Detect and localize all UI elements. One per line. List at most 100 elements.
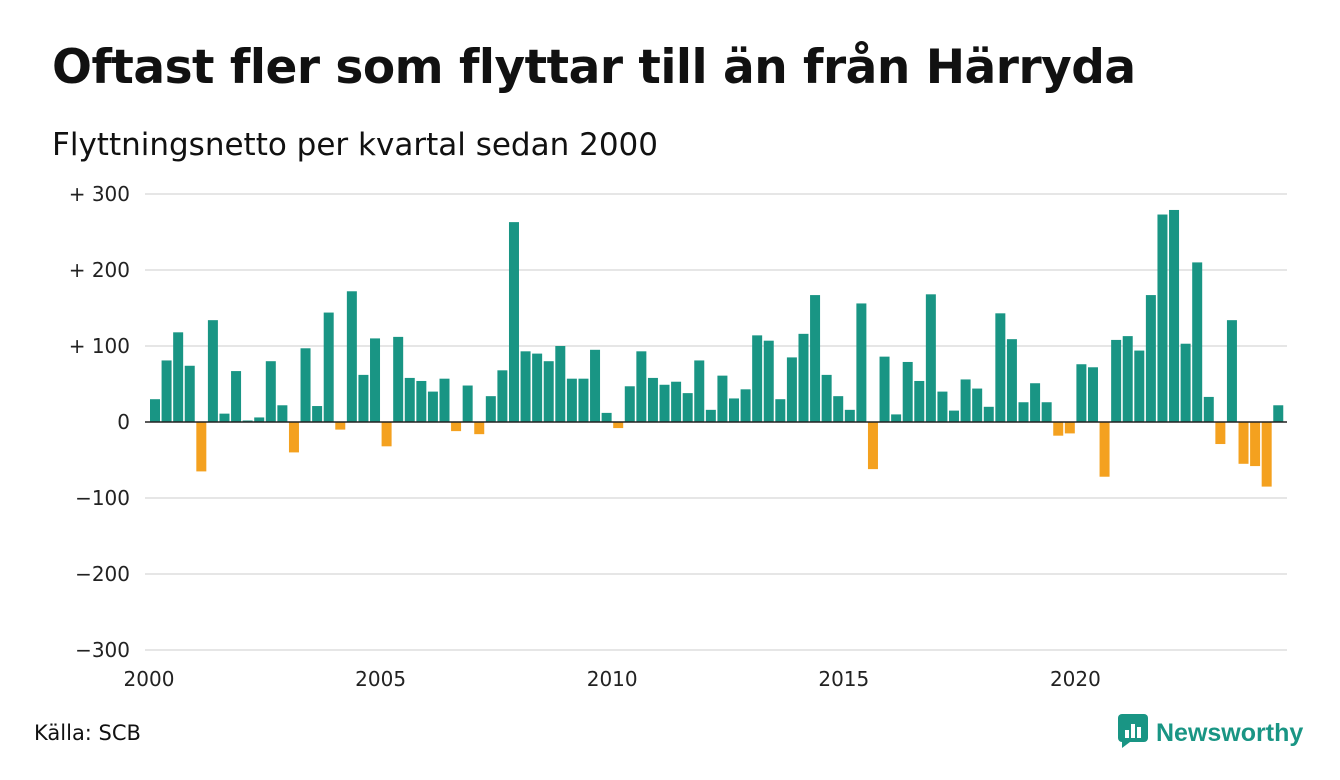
bar [867, 422, 878, 470]
bar [439, 378, 450, 422]
bar [960, 379, 971, 422]
bar [184, 365, 195, 422]
bar [532, 353, 543, 422]
bar [613, 422, 624, 429]
bar [1134, 350, 1145, 422]
bar [844, 409, 855, 422]
bar [1087, 367, 1098, 422]
bar [1203, 396, 1214, 422]
y-tick-label: −300 [75, 638, 130, 662]
bar [219, 413, 230, 422]
bar [497, 370, 508, 422]
y-tick-label: −200 [75, 562, 130, 586]
bar [995, 313, 1006, 422]
bar [682, 393, 693, 422]
bar [370, 338, 381, 422]
bar [833, 396, 844, 422]
bar [1122, 336, 1133, 422]
y-axis-labels: + 300 + 200 + 100 0 −100 −200 −300 [69, 182, 130, 662]
bar [671, 381, 682, 422]
bar [346, 291, 357, 422]
bar [1099, 422, 1110, 477]
x-tick-label: 2010 [587, 667, 638, 691]
bar [1041, 402, 1052, 422]
x-tick-label: 2020 [1050, 667, 1101, 691]
bar [265, 361, 276, 422]
bar [879, 356, 890, 422]
bar [1157, 214, 1168, 422]
bar [694, 360, 705, 422]
bar [520, 351, 531, 422]
x-tick-label: 2000 [124, 667, 175, 691]
bar [636, 351, 647, 422]
bar [173, 332, 184, 422]
bar [312, 406, 323, 422]
bar [1215, 422, 1226, 445]
bar [196, 422, 207, 472]
bar [752, 335, 763, 422]
y-tick-label: −100 [75, 486, 130, 510]
bar [393, 336, 404, 422]
bar [288, 422, 299, 453]
bar [590, 349, 601, 422]
bar [821, 374, 832, 422]
bar [1018, 402, 1029, 422]
bar [1006, 339, 1017, 422]
bar [404, 377, 415, 422]
bar [891, 414, 902, 422]
y-tick-label: + 200 [69, 258, 130, 282]
bar [555, 346, 566, 422]
bar [902, 361, 913, 422]
brand-label: Newsworthy [1156, 718, 1304, 747]
x-tick-label: 2005 [355, 667, 406, 691]
y-tick-label: + 300 [69, 182, 130, 206]
bar [566, 378, 577, 422]
bar [254, 417, 265, 422]
bar [601, 412, 612, 422]
newsworthy-chart-logo-icon [1118, 714, 1148, 752]
bar [659, 384, 670, 422]
bar [856, 303, 867, 422]
bar [1111, 339, 1122, 422]
bar-chart: + 300 + 200 + 100 0 −100 −200 −300 2000 2005 201… [69, 182, 1287, 691]
bar [161, 360, 172, 422]
bar [1261, 422, 1272, 487]
bar [1192, 262, 1203, 422]
bar [1250, 422, 1261, 467]
bar [543, 361, 554, 422]
chart-subtitle: Flyttningsnetto per kvartal sedan 2000 [52, 127, 658, 163]
bar [1145, 295, 1156, 422]
x-axis-labels: 2000 2005 2010 2015 2020 [124, 667, 1101, 691]
bar [1180, 343, 1191, 422]
y-tick-label: + 100 [69, 334, 130, 358]
bar [729, 398, 739, 422]
bar [381, 422, 392, 447]
bar [775, 399, 786, 422]
bar [1030, 383, 1041, 422]
bar [798, 333, 809, 422]
bar [358, 374, 369, 422]
bar [474, 422, 485, 435]
bar [717, 375, 728, 422]
bar [1076, 364, 1087, 422]
bar [1169, 209, 1180, 422]
bar [647, 377, 658, 422]
bar [1053, 422, 1064, 436]
bar [207, 320, 218, 422]
bar [451, 422, 462, 432]
bar [624, 386, 635, 422]
grid-lines [145, 193, 1287, 651]
bar [462, 385, 473, 422]
bar [150, 399, 160, 422]
bar [1238, 422, 1249, 464]
bars [150, 209, 1284, 487]
y-tick-label: 0 [117, 410, 130, 434]
bar [786, 357, 797, 422]
bar [937, 391, 948, 422]
brand-logo[interactable]: Newsworthy [1118, 714, 1303, 752]
bar [1273, 405, 1284, 422]
bar [1064, 422, 1075, 434]
bar [949, 410, 960, 422]
bar [335, 422, 346, 430]
bar [740, 389, 751, 422]
